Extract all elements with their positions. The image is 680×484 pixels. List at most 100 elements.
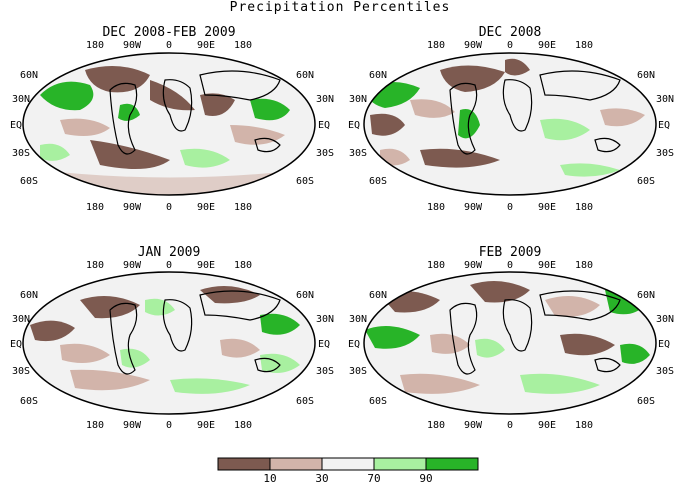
lon-label: 90E [538, 202, 556, 213]
lon-label: 180 [575, 260, 593, 271]
map-outline [363, 271, 657, 415]
legend-swatch [217, 457, 271, 471]
lat-label: 60N [296, 70, 314, 81]
legend-swatch [373, 457, 427, 471]
lon-label: 90W [464, 40, 483, 51]
legend-tick-label: 10 [263, 472, 276, 484]
map-panel-jan: JAN 2009 180 90W 0 90E 180 180 90W 0 90E… [10, 245, 334, 431]
lat-label: 60S [20, 176, 38, 187]
lat-label: EQ [658, 339, 670, 350]
lat-label: EQ [318, 120, 330, 131]
lat-label: 30S [12, 148, 30, 159]
lat-label: 30S [349, 366, 367, 377]
lon-label: 90E [197, 202, 215, 213]
lon-label: 0 [507, 420, 513, 431]
map-outline [22, 271, 316, 415]
lat-label: 30N [349, 314, 367, 325]
precip-field [364, 272, 656, 414]
lon-label: 180 [427, 40, 445, 51]
lat-label: 60S [296, 176, 314, 187]
lon-label: 180 [234, 40, 252, 51]
lon-label: 0 [507, 40, 513, 51]
lon-label: 90E [197, 40, 215, 51]
lat-label: 60N [296, 290, 314, 301]
lat-label: 30N [12, 94, 30, 105]
lat-label: 60N [637, 290, 655, 301]
legend-swatch [269, 457, 323, 471]
percentile-legend: 10 30 70 90 [217, 457, 479, 484]
lon-label: 90W [464, 202, 483, 213]
lat-label: 60S [369, 396, 387, 407]
lon-label: 90W [123, 260, 142, 271]
map-main-title: Precipitation Percentiles [229, 0, 451, 15]
lat-label: 60S [369, 176, 387, 187]
lat-label: 60N [20, 70, 38, 81]
lon-label: 180 [427, 260, 445, 271]
panel-title: FEB 2009 [479, 245, 542, 260]
lon-label: 180 [86, 260, 104, 271]
precip-field [23, 272, 315, 414]
lat-label: EQ [348, 339, 360, 350]
lat-label: EQ [658, 120, 670, 131]
lon-label: 0 [166, 202, 172, 213]
lat-label: 60N [369, 290, 387, 301]
lon-label: 180 [86, 202, 104, 213]
map-outline [363, 52, 657, 196]
lon-label: 0 [166, 420, 172, 431]
lon-label: 90W [464, 420, 483, 431]
lon-label: 180 [427, 420, 445, 431]
lon-label: 90E [538, 420, 556, 431]
lat-label: 30S [12, 366, 30, 377]
lat-label: 60S [296, 396, 314, 407]
lon-label: 90W [123, 420, 142, 431]
lon-label: 0 [166, 260, 172, 271]
lat-label: 30S [656, 148, 674, 159]
lat-label: 30N [12, 314, 30, 325]
lat-label: 30N [656, 314, 674, 325]
lat-label: 60N [20, 290, 38, 301]
lat-label: 60N [369, 70, 387, 81]
lat-label: EQ [10, 120, 22, 131]
lat-label: 60S [637, 396, 655, 407]
lat-label: 30S [656, 366, 674, 377]
legend-tick-label: 90 [419, 472, 432, 484]
lat-label: 30S [316, 366, 334, 377]
lat-label: 30N [316, 314, 334, 325]
lat-label: EQ [10, 339, 22, 350]
legend-swatch [425, 457, 479, 471]
map-panel-djf: DEC 2008-FEB 2009 180 90W 0 90E 180 180 … [10, 25, 334, 213]
panel-title: DEC 2008 [479, 25, 542, 40]
lat-label: 60S [637, 176, 655, 187]
lon-label: 90E [538, 260, 556, 271]
lat-label: 30S [349, 148, 367, 159]
precip-field [364, 53, 656, 195]
lon-label: 90E [197, 420, 215, 431]
lon-label: 90E [197, 260, 215, 271]
lat-label: 30N [349, 94, 367, 105]
lon-label: 180 [575, 420, 593, 431]
panel-title: DEC 2008-FEB 2009 [102, 25, 235, 40]
legend-tick-label: 30 [315, 472, 328, 484]
lon-label: 90W [123, 40, 142, 51]
lat-label: 60S [20, 396, 38, 407]
map-outline [22, 52, 316, 196]
lat-label: 60N [637, 70, 655, 81]
lon-label: 0 [166, 40, 172, 51]
legend-swatch [321, 457, 375, 471]
panel-title: JAN 2009 [138, 245, 201, 260]
legend-tick-label: 70 [367, 472, 380, 484]
lon-label: 180 [86, 420, 104, 431]
lat-label: 30N [316, 94, 334, 105]
lon-label: 180 [234, 260, 252, 271]
lon-label: 180 [575, 40, 593, 51]
lon-label: 0 [507, 202, 513, 213]
lon-label: 90E [538, 40, 556, 51]
lat-label: EQ [348, 120, 360, 131]
lon-label: 180 [86, 40, 104, 51]
lat-label: 30S [316, 148, 334, 159]
lon-label: 90W [464, 260, 483, 271]
lon-label: 0 [507, 260, 513, 271]
lat-label: EQ [318, 339, 330, 350]
precip-field [23, 53, 315, 195]
